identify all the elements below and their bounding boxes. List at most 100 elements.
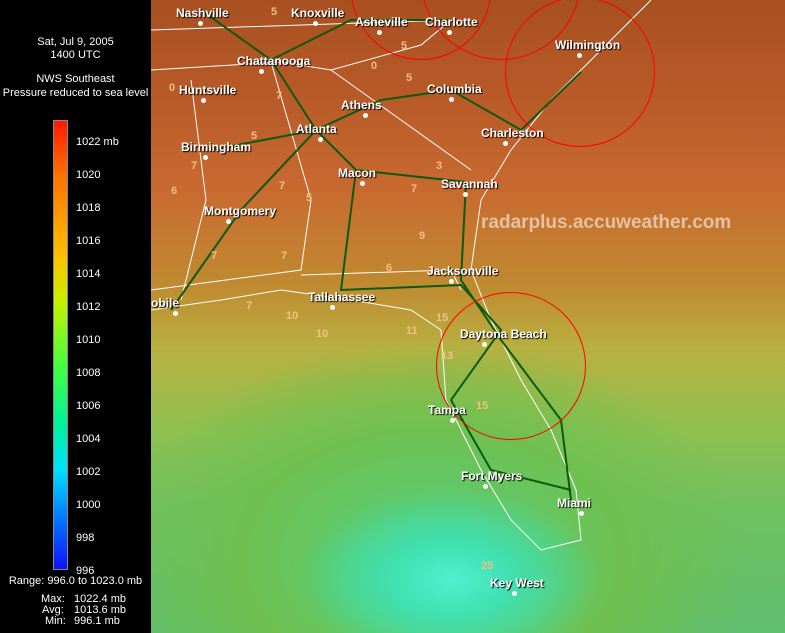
- city-label: Miami: [557, 496, 592, 510]
- city-marker: [377, 30, 382, 35]
- contour-label: 9: [419, 230, 426, 242]
- avg-label: Avg:: [42, 604, 64, 616]
- scale-tick: 1022 mb: [76, 136, 119, 148]
- min-label: Min:: [45, 615, 66, 627]
- city-label: Daytona Beach: [460, 327, 547, 341]
- city-label: Columbia: [427, 82, 482, 96]
- contour-label: 7: [411, 183, 418, 195]
- max-label: Max:: [41, 593, 65, 605]
- city-marker: [482, 342, 487, 347]
- min-value: 996.1 mb: [74, 615, 120, 627]
- avg-value: 1013.6 mb: [74, 604, 126, 616]
- range-ring: [436, 292, 586, 440]
- pressure-map[interactable]: radarplus.accuweather.com Nashville Knoxv…: [151, 0, 785, 633]
- city-marker: [512, 591, 517, 596]
- source-label: NWS Southeast: [36, 73, 115, 85]
- contour-label: 7: [246, 300, 253, 312]
- city-label: Jacksonville: [427, 264, 499, 278]
- contour-label: 10: [286, 310, 299, 322]
- city-label: Wilmington: [555, 38, 621, 52]
- city-marker: [463, 192, 468, 197]
- city-marker: [318, 137, 323, 142]
- city-marker: [360, 181, 365, 186]
- contour-label: 6: [171, 185, 178, 197]
- date-label: Sat, Jul 9, 2005: [37, 36, 114, 48]
- city-label: Atlanta: [296, 122, 337, 136]
- city-label: Macon: [338, 166, 377, 180]
- city-marker: [449, 279, 454, 284]
- scale-tick: 998: [76, 532, 95, 544]
- contour-label: 5: [271, 6, 278, 18]
- city-marker: [450, 418, 455, 423]
- scale-tick: 996: [76, 565, 95, 577]
- scale-tick: 1012: [76, 301, 101, 313]
- city-marker: [579, 511, 584, 516]
- city-marker: [259, 69, 264, 74]
- city-label: Huntsville: [179, 83, 237, 97]
- scale-tick: 1010: [76, 334, 101, 346]
- contour-label: 7: [281, 250, 288, 262]
- city-label: Key West: [490, 576, 544, 590]
- range-label: Range: 996.0 to 1023.0 mb: [8, 575, 143, 587]
- city-marker: [363, 113, 368, 118]
- city-marker: [449, 97, 454, 102]
- city-label: Fort Myers: [461, 469, 523, 483]
- color-scale-bar: [53, 120, 68, 570]
- contour-label: 0: [169, 82, 176, 94]
- contour-label: 7: [279, 180, 286, 192]
- scale-tick: 1020: [76, 169, 101, 181]
- contour-label: 5: [401, 40, 408, 52]
- city-label: Nashville: [176, 6, 229, 20]
- city-label: Birmingham: [181, 140, 252, 154]
- legend-panel: Sat, Jul 9, 2005 1400 UTC NWS Southeast …: [0, 0, 151, 633]
- city-marker: [330, 305, 335, 310]
- contour-label: 5: [306, 192, 313, 204]
- contour-label: 7: [276, 90, 283, 102]
- contour-label: 15: [436, 312, 449, 324]
- contour-label: 7: [211, 250, 218, 262]
- contour-label: 25: [481, 560, 494, 572]
- city-marker: [203, 155, 208, 160]
- city-label: Montgomery: [204, 204, 276, 218]
- city-marker: [503, 141, 508, 146]
- city-marker: [173, 311, 178, 316]
- scale-tick: 1008: [76, 367, 101, 379]
- city-label: Knoxville: [291, 6, 345, 20]
- city-label: Savannah: [441, 177, 498, 191]
- contour-label: 15: [476, 400, 489, 412]
- contour-label: 13: [441, 350, 454, 362]
- scale-tick: 1004: [76, 433, 101, 445]
- scale-tick: 1018: [76, 202, 101, 214]
- city-label: Asheville: [355, 15, 408, 29]
- city-label: Athens: [341, 98, 382, 112]
- range-ring: [505, 0, 655, 147]
- city-marker: [577, 53, 582, 58]
- city-marker: [226, 219, 231, 224]
- city-label: Charleston: [481, 126, 544, 140]
- city-marker: [201, 98, 206, 103]
- contour-label: 5: [251, 130, 258, 142]
- city-label: Tallahassee: [308, 290, 376, 304]
- city-label: obile: [151, 296, 180, 310]
- contour-label: 6: [386, 262, 393, 274]
- city-label: Tampa: [428, 403, 466, 417]
- city-label: Chattanooga: [237, 54, 311, 68]
- city-marker: [198, 21, 203, 26]
- time-label: 1400 UTC: [50, 49, 101, 61]
- watermark: radarplus.accuweather.com: [481, 212, 732, 233]
- city-label: Charlotte: [425, 15, 478, 29]
- product-label: Pressure reduced to sea level: [2, 87, 149, 99]
- contour-label: 7: [191, 160, 198, 172]
- city-marker: [447, 30, 452, 35]
- scale-tick: 1006: [76, 400, 101, 412]
- contour-label: 10: [316, 328, 329, 340]
- city-marker: [313, 21, 318, 26]
- max-value: 1022.4 mb: [74, 593, 126, 605]
- contour-label: 3: [436, 160, 443, 172]
- scale-tick: 1014: [76, 268, 101, 280]
- scale-tick: 1002: [76, 466, 101, 478]
- scale-tick: 1016: [76, 235, 101, 247]
- contour-label: 5: [406, 72, 413, 84]
- contour-label: 11: [406, 325, 418, 337]
- scale-tick: 1000: [76, 499, 101, 511]
